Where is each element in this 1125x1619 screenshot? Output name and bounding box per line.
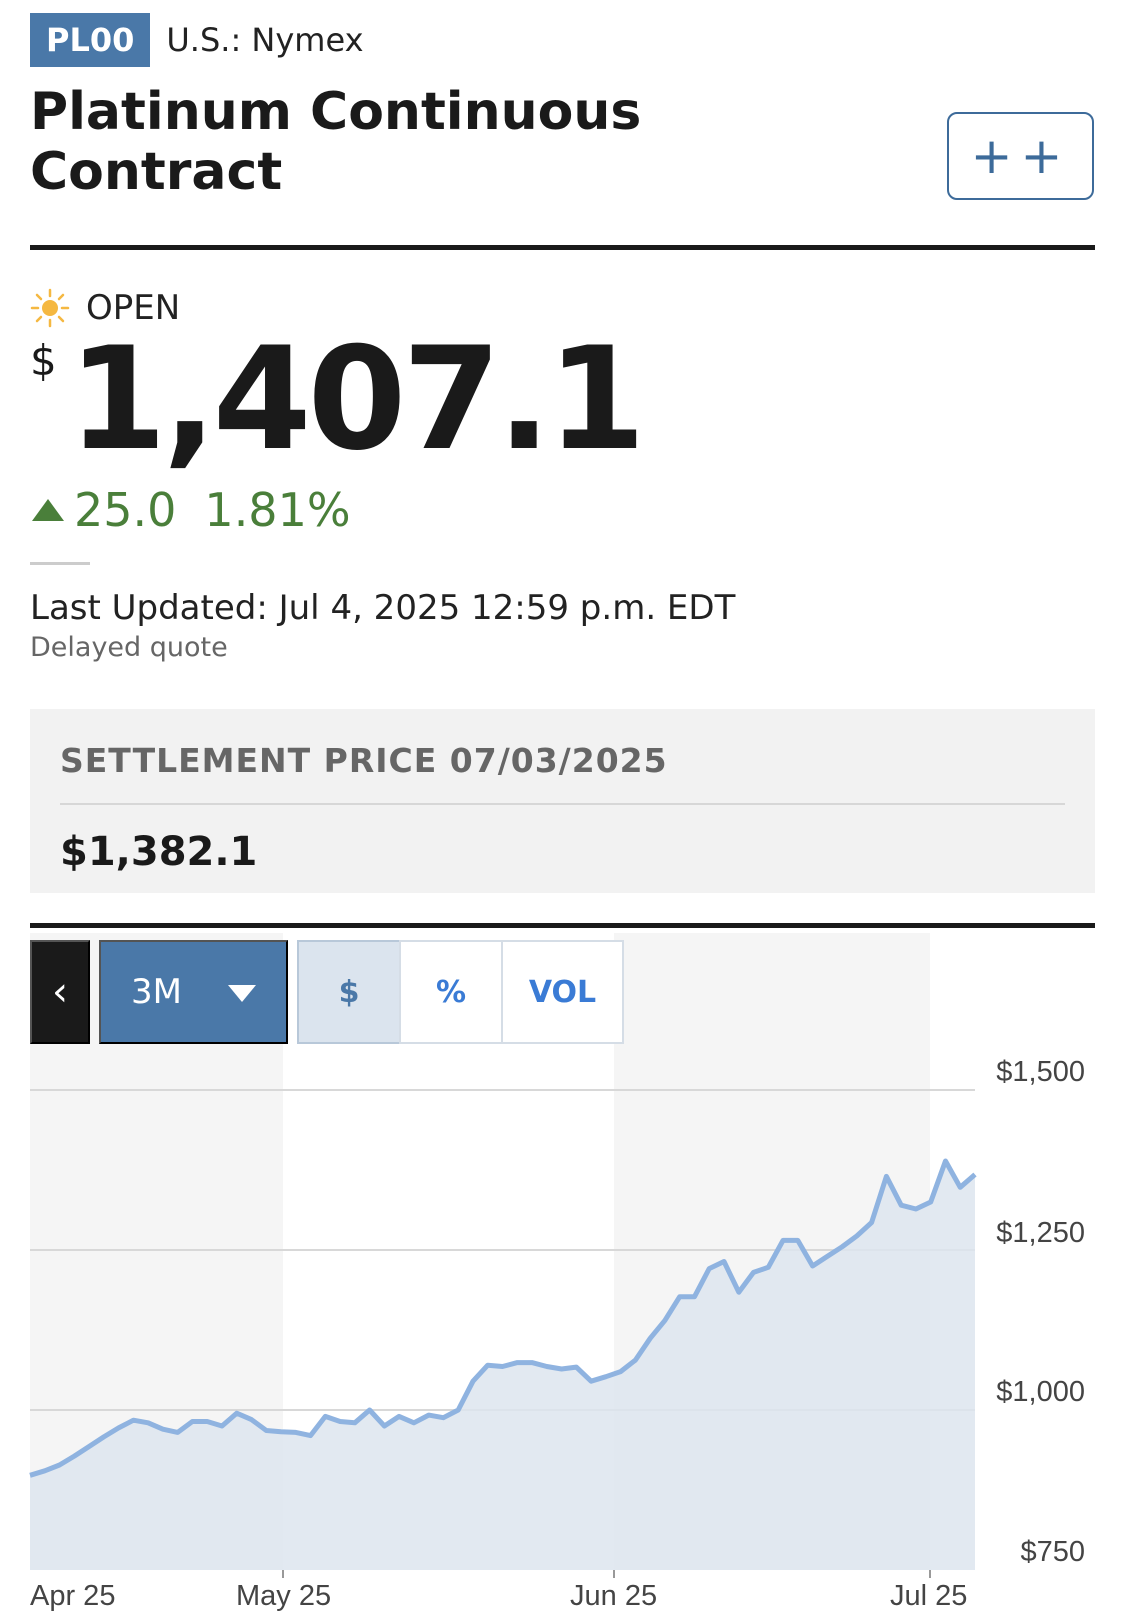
up-arrow-icon (32, 499, 64, 521)
sun-icon (30, 288, 70, 328)
chart-back-button[interactable]: ‹ (30, 940, 90, 1044)
y-tick-label: $1,000 (996, 1376, 1085, 1408)
x-tick-label: Jun 25 (570, 1580, 658, 1612)
add-to-watchlist-button[interactable]: ++ (947, 112, 1094, 200)
price-area (30, 1161, 975, 1570)
settlement-value: $1,382.1 (60, 829, 258, 875)
title-line-1: Platinum Continuous (30, 82, 642, 142)
last-price: 1,407.1 (68, 317, 646, 482)
settlement-panel: SETTLEMENT PRICE 07/03/2025 $1,382.1 (30, 709, 1095, 893)
currency-symbol: $ (30, 336, 57, 385)
x-tick-label: Jul 25 (890, 1580, 968, 1612)
change-value: 25.0 (74, 483, 177, 537)
price-line (29, 1158, 977, 1478)
y-tick-label: $1,500 (996, 1056, 1085, 1088)
delayed-quote-note: Delayed quote (30, 632, 228, 663)
toggle-percent[interactable]: % (399, 940, 503, 1044)
page-title: Platinum Continuous Contract (30, 82, 850, 202)
price-change: 25.0 1.81% (32, 482, 351, 538)
toggle-volume[interactable]: VOL (501, 940, 624, 1044)
market-status: OPEN (30, 284, 180, 332)
x-tick-label: Apr 25 (30, 1580, 116, 1612)
range-label: 3M (131, 972, 182, 1012)
range-dropdown[interactable]: 3M (99, 940, 288, 1044)
ticker-row: PL00 U.S.: Nymex (30, 13, 364, 67)
y-tick-label: $1,250 (996, 1217, 1085, 1249)
settlement-label: SETTLEMENT PRICE 07/03/2025 (60, 741, 668, 780)
chart-divider (30, 923, 1095, 928)
ticker-badge: PL00 (30, 13, 151, 67)
caret-down-icon (228, 985, 256, 1002)
x-tick-label: May 25 (236, 1580, 332, 1612)
status-text: OPEN (86, 288, 181, 328)
change-percent: 1.81% (204, 483, 351, 537)
y-tick-label: $750 (1020, 1536, 1085, 1568)
exchange-label: U.S.: Nymex (166, 21, 364, 59)
last-updated: Last Updated: Jul 4, 2025 12:59 p.m. EDT (30, 588, 736, 628)
title-line-2: Contract (30, 142, 283, 202)
quote-divider (30, 562, 90, 565)
header-divider (30, 245, 1095, 250)
toggle-price[interactable]: $ (297, 940, 401, 1044)
settlement-divider (60, 803, 1065, 805)
